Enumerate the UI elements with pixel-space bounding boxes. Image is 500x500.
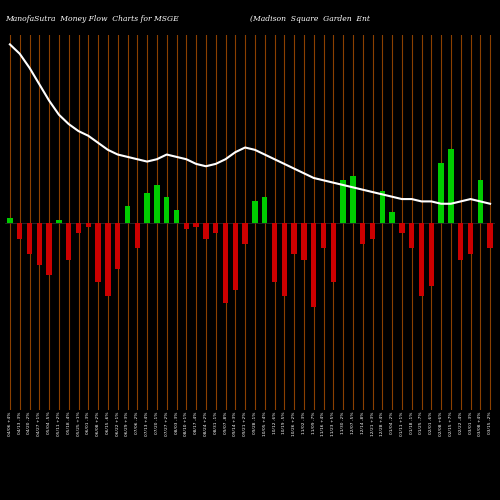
Bar <box>86 222 91 226</box>
Bar <box>399 222 404 233</box>
Bar <box>448 148 454 222</box>
Bar <box>370 222 375 240</box>
Bar <box>292 222 297 254</box>
Bar <box>321 222 326 248</box>
Bar <box>282 222 287 296</box>
Bar <box>252 202 258 222</box>
Text: (Madison  Square  Garden  Ent: (Madison Square Garden Ent <box>250 15 370 23</box>
Bar <box>125 206 130 222</box>
Bar <box>154 184 160 222</box>
Bar <box>134 222 140 248</box>
Bar <box>17 222 22 240</box>
Bar <box>311 222 316 307</box>
Bar <box>428 222 434 286</box>
Bar <box>213 222 218 233</box>
Bar <box>360 222 366 244</box>
Bar <box>66 222 71 260</box>
Bar <box>390 212 395 222</box>
Bar <box>488 222 493 248</box>
Bar <box>105 222 110 296</box>
Bar <box>340 180 346 222</box>
Bar <box>242 222 248 244</box>
Bar <box>458 222 464 260</box>
Bar <box>419 222 424 296</box>
Bar <box>194 222 199 226</box>
Bar <box>7 218 12 222</box>
Bar <box>223 222 228 302</box>
Bar <box>350 176 356 222</box>
Bar <box>262 197 268 222</box>
Bar <box>203 222 208 240</box>
Bar <box>438 164 444 222</box>
Bar <box>468 222 473 254</box>
Bar <box>115 222 120 269</box>
Bar <box>27 222 32 254</box>
Bar <box>232 222 238 290</box>
Bar <box>46 222 52 275</box>
Bar <box>184 222 189 229</box>
Bar <box>478 180 483 222</box>
Bar <box>380 191 385 222</box>
Bar <box>409 222 414 248</box>
Text: ManofaSutra  Money Flow  Charts for MSGE: ManofaSutra Money Flow Charts for MSGE <box>5 15 179 23</box>
Bar <box>174 210 179 222</box>
Bar <box>144 193 150 222</box>
Bar <box>36 222 42 264</box>
Bar <box>272 222 277 282</box>
Bar <box>164 197 170 222</box>
Bar <box>301 222 306 260</box>
Bar <box>76 222 81 233</box>
Bar <box>96 222 101 282</box>
Bar <box>330 222 336 282</box>
Bar <box>56 220 62 222</box>
